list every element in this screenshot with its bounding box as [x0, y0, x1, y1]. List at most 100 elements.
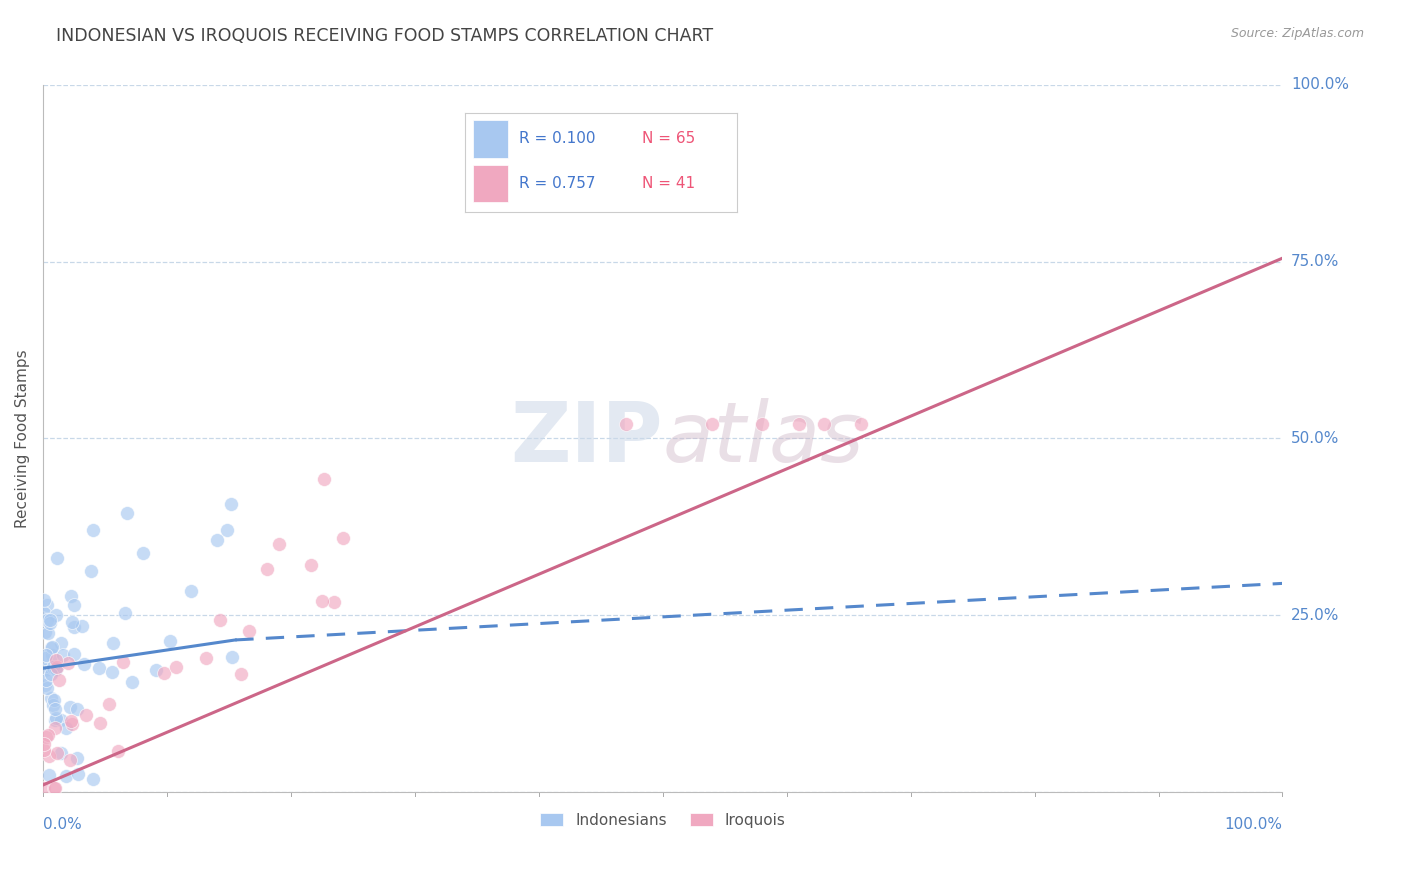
- Point: [39, 641, 62, 656]
- Point: [42, 693, 65, 707]
- Point: [60, 716, 83, 731]
- Point: [34, 781, 56, 796]
- Point: [180, 584, 202, 599]
- Point: [299, 558, 322, 572]
- Point: [45, 551, 67, 566]
- Point: [323, 595, 346, 609]
- Point: [101, 636, 124, 650]
- Point: [751, 417, 773, 432]
- Point: [34, 650, 56, 665]
- Text: ZIP: ZIP: [510, 398, 662, 479]
- Point: [56, 657, 79, 671]
- Point: [194, 650, 217, 665]
- Point: [45, 711, 67, 725]
- Text: 50.0%: 50.0%: [1291, 431, 1339, 446]
- Point: [35, 598, 58, 612]
- Point: [45, 746, 67, 760]
- Point: [38, 768, 60, 782]
- Y-axis label: Receiving Food Stamps: Receiving Food Stamps: [15, 349, 30, 528]
- Legend: Indonesians, Iroquois: Indonesians, Iroquois: [534, 806, 792, 834]
- Point: [314, 472, 336, 486]
- Point: [89, 661, 111, 675]
- Point: [37, 625, 59, 640]
- Point: [34, 592, 56, 607]
- Point: [63, 620, 86, 634]
- Point: [39, 615, 62, 630]
- Point: [42, 660, 65, 674]
- Point: [238, 624, 260, 638]
- Point: [219, 497, 242, 511]
- Point: [35, 613, 58, 627]
- Point: [153, 665, 176, 680]
- Point: [269, 536, 291, 550]
- Point: [34, 663, 56, 677]
- Point: [45, 662, 67, 676]
- Point: [217, 523, 239, 537]
- Point: [45, 660, 67, 674]
- Point: [787, 417, 810, 432]
- Point: [49, 713, 72, 727]
- Point: [114, 607, 136, 621]
- Point: [205, 533, 228, 547]
- Point: [311, 594, 333, 608]
- Point: [48, 673, 70, 687]
- Text: atlas: atlas: [662, 398, 865, 479]
- Point: [41, 667, 63, 681]
- Text: INDONESIAN VS IROQUOIS RECEIVING FOOD STAMPS CORRELATION CHART: INDONESIAN VS IROQUOIS RECEIVING FOOD ST…: [56, 27, 713, 45]
- Text: 100.0%: 100.0%: [1225, 817, 1282, 831]
- Point: [159, 634, 181, 648]
- Point: [55, 721, 77, 735]
- Text: Source: ZipAtlas.com: Source: ZipAtlas.com: [1230, 27, 1364, 40]
- Point: [39, 691, 62, 706]
- Point: [75, 708, 97, 723]
- Text: 100.0%: 100.0%: [1291, 78, 1348, 93]
- Text: 25.0%: 25.0%: [1291, 607, 1339, 623]
- Point: [38, 749, 60, 764]
- Point: [231, 667, 253, 681]
- Text: 75.0%: 75.0%: [1291, 254, 1339, 269]
- Text: 0.0%: 0.0%: [44, 817, 82, 831]
- Point: [132, 546, 155, 560]
- Point: [101, 665, 124, 679]
- Point: [44, 702, 66, 716]
- Point: [332, 531, 354, 545]
- Point: [702, 417, 724, 432]
- Point: [849, 417, 872, 432]
- Point: [111, 655, 134, 669]
- Point: [66, 702, 89, 716]
- Point: [37, 681, 59, 695]
- Point: [42, 781, 65, 796]
- Point: [35, 648, 58, 663]
- Point: [44, 713, 66, 727]
- Point: [34, 737, 56, 751]
- Point: [813, 417, 835, 432]
- Point: [66, 767, 89, 781]
- Point: [45, 607, 67, 622]
- Point: [45, 653, 67, 667]
- Point: [34, 624, 56, 639]
- Point: [42, 698, 65, 712]
- Point: [34, 606, 56, 620]
- Point: [34, 678, 56, 692]
- Point: [256, 562, 278, 576]
- Point: [52, 648, 75, 663]
- Point: [44, 721, 66, 735]
- Point: [41, 648, 63, 662]
- Point: [66, 750, 89, 764]
- Point: [145, 663, 167, 677]
- Point: [614, 417, 637, 432]
- Point: [63, 598, 86, 612]
- Point: [34, 743, 56, 757]
- Point: [41, 640, 63, 655]
- Point: [39, 662, 62, 676]
- Point: [49, 635, 72, 649]
- Point: [39, 613, 62, 627]
- Point: [72, 657, 94, 671]
- Point: [107, 744, 129, 758]
- Point: [44, 781, 66, 796]
- Point: [59, 714, 82, 728]
- Point: [63, 647, 86, 661]
- Point: [97, 697, 120, 711]
- Point: [44, 663, 66, 677]
- Point: [221, 649, 243, 664]
